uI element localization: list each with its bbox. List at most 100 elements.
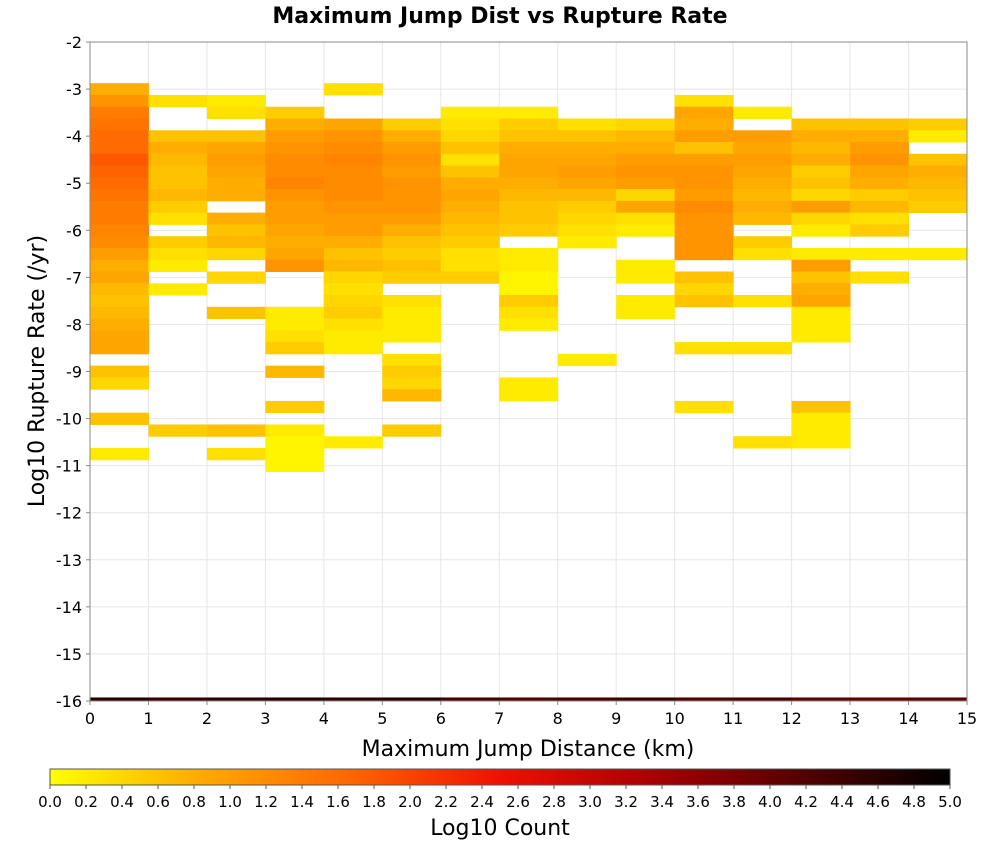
- heatmap-cell: [674, 165, 734, 178]
- heatmap-cell: [206, 306, 266, 320]
- heatmap-cell: [616, 130, 676, 143]
- heatmap-cell: [440, 130, 500, 143]
- heatmap-cell: [265, 189, 325, 202]
- heatmap-cell: [440, 224, 500, 237]
- colorbar-label: Log10 Count: [430, 816, 570, 841]
- x-tick-label: 4: [319, 709, 329, 728]
- heatmap-cell: [440, 247, 500, 261]
- heatmap-cell: [382, 259, 442, 272]
- heatmap-cell: [908, 200, 968, 214]
- heatmap-cell: [850, 153, 910, 167]
- heatmap-cell: [499, 153, 559, 167]
- heatmap-cells: [90, 83, 968, 701]
- heatmap-cell: [206, 177, 266, 190]
- x-tick-label: 3: [260, 709, 270, 728]
- y-tick-label: -14: [56, 598, 82, 617]
- heatmap-cell: [440, 118, 500, 131]
- heatmap-cell: [382, 142, 442, 155]
- heatmap-cell: [90, 177, 149, 190]
- heatmap-cell: [323, 306, 383, 320]
- heatmap-cell: [206, 271, 266, 284]
- heatmap-cell: [499, 200, 559, 214]
- colorbar-tick-label: 4.6: [866, 793, 890, 811]
- heatmap-cell: [323, 118, 383, 131]
- heatmap-cell: [90, 365, 149, 378]
- heatmap-cell: [674, 295, 734, 308]
- heatmap-cell: [733, 106, 793, 119]
- heatmap-cell: [616, 200, 676, 214]
- y-axis-label: Log10 Rupture Rate (/yr): [25, 235, 50, 507]
- heatmap-cell: [265, 130, 325, 143]
- colorbar-tick-label: 4.4: [830, 793, 854, 811]
- heatmap-cell: [850, 130, 910, 143]
- heatmap-cell: [148, 153, 208, 167]
- colorbar-tick-label: 3.0: [578, 793, 602, 811]
- heatmap-cell: [791, 295, 851, 308]
- heatmap-cell: [323, 165, 383, 178]
- y-tick-label: -7: [66, 268, 82, 287]
- heatmap-cell: [499, 118, 559, 131]
- heatmap-cell: [791, 224, 851, 237]
- y-tick-label: -16: [56, 692, 82, 711]
- heatmap-cell: [850, 142, 910, 155]
- heatmap-cell: [557, 118, 617, 131]
- heatmap-cell: [616, 212, 676, 225]
- heatmap-cell: [499, 697, 559, 701]
- heatmap-cell: [265, 224, 325, 237]
- heatmap-cell: [382, 224, 442, 237]
- colorbar-tick-label: 0.2: [74, 793, 98, 811]
- heatmap-cell: [148, 130, 208, 143]
- heatmap-cell: [674, 200, 734, 214]
- heatmap-cell: [382, 118, 442, 131]
- heatmap-cell: [382, 697, 442, 701]
- heatmap-cell: [265, 142, 325, 155]
- heatmap-cell: [499, 271, 559, 284]
- colorbar-tick-label: 1.6: [326, 793, 350, 811]
- heatmap-cell: [323, 283, 383, 296]
- heatmap-cell: [674, 118, 734, 131]
- heatmap-cell: [148, 177, 208, 190]
- heatmap-cell: [733, 295, 793, 308]
- heatmap-cell: [440, 177, 500, 190]
- heatmap-cell: [265, 177, 325, 190]
- heatmap-cell: [206, 236, 266, 249]
- heatmap-cell: [206, 94, 266, 108]
- heatmap-cell: [90, 142, 149, 155]
- heatmap-cell: [440, 153, 500, 167]
- heatmap-cell: [323, 342, 383, 355]
- heatmap-cell: [499, 377, 559, 390]
- colorbar-tick-label: 5.0: [938, 793, 962, 811]
- heatmap-cell: [674, 212, 734, 225]
- x-tick-label: 15: [957, 709, 977, 728]
- heatmap-cell: [90, 447, 149, 461]
- heatmap-cell: [733, 200, 793, 214]
- heatmap-cell: [674, 283, 734, 296]
- heatmap-cell: [674, 94, 734, 108]
- heatmap-cell: [616, 295, 676, 308]
- heatmap-cell: [265, 459, 325, 473]
- colorbar-tick-label: 2.8: [542, 793, 566, 811]
- heatmap-cell: [90, 247, 149, 261]
- colorbar-tick-label: 0.8: [182, 793, 206, 811]
- heatmap-cell: [382, 200, 442, 214]
- heatmap-cell: [791, 697, 851, 701]
- heatmap-cell: [148, 165, 208, 178]
- heatmap-cell: [499, 389, 559, 402]
- heatmap-cell: [148, 259, 208, 272]
- heatmap-cell: [382, 189, 442, 202]
- heatmap-cell: [206, 165, 266, 178]
- heatmap-cell: [791, 118, 851, 131]
- x-tick-label: 14: [898, 709, 918, 728]
- heatmap-cell: [850, 271, 910, 284]
- heatmap-cell: [674, 189, 734, 202]
- heatmap-cell: [90, 94, 149, 108]
- heatmap-cell: [90, 377, 149, 390]
- heatmap-cell: [557, 236, 617, 249]
- heatmap-cell: [850, 189, 910, 202]
- heatmap-cell: [557, 212, 617, 225]
- y-tick-label: -9: [66, 363, 82, 382]
- heatmap-cell: [674, 177, 734, 190]
- heatmap-cell: [733, 342, 793, 355]
- heatmap-cell: [616, 224, 676, 237]
